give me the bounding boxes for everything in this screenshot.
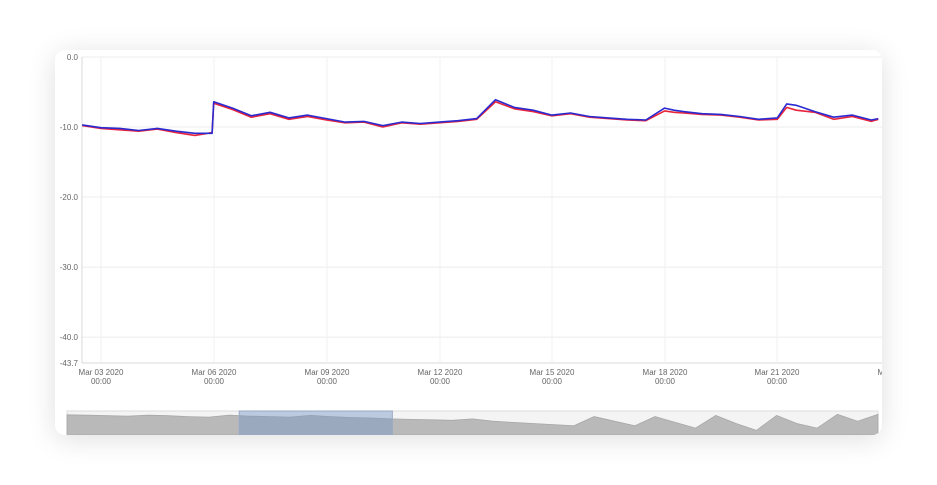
y-axis: 0.0 -10.0 -20.0 -30.0 -40.0 -43.7	[60, 53, 79, 368]
y-tick-label: -10.0	[60, 123, 79, 132]
x-tick-label-date: Mar 12 2020	[418, 368, 463, 377]
x-tick-label-time: 00:00	[767, 377, 788, 386]
x-tick-label-time: 00:00	[317, 377, 338, 386]
x-tick-label-date: Mar 23	[878, 368, 882, 377]
y-tick-label: -30.0	[60, 263, 79, 272]
x-tick-label-date: Mar 03 2020	[79, 368, 124, 377]
y-tick-label: -43.7	[60, 359, 79, 368]
x-tick-label-time: 00:00	[430, 377, 451, 386]
grid	[81, 56, 882, 364]
x-tick-label-time: 00:00	[204, 377, 225, 386]
x-tick-label-time: 00:00	[91, 377, 112, 386]
x-tick-label-date: Mar 09 2020	[305, 368, 350, 377]
navigator-selection[interactable]	[238, 410, 393, 435]
x-tick-label-date: Mar 06 2020	[192, 368, 237, 377]
x-tick-label-time: 00:00	[655, 377, 676, 386]
chart-card: 0.0 -10.0 -20.0 -30.0 -40.0 -43.7 Mar 03 2020…	[55, 50, 882, 435]
x-tick-label-date: Mar 18 2020	[643, 368, 688, 377]
x-tick-label-time: 00:00	[542, 377, 563, 386]
navigator[interactable]	[66, 410, 879, 435]
y-tick-label: -20.0	[60, 193, 79, 202]
navigator-area	[66, 413, 879, 435]
series-line	[82, 98, 879, 135]
x-tick-label-date: Mar 21 2020	[755, 368, 800, 377]
y-tick-label: 0.0	[67, 53, 79, 62]
x-tick-label-date: Mar 15 2020	[530, 368, 575, 377]
y-tick-label: -40.0	[60, 333, 79, 342]
series-lines	[82, 98, 879, 137]
line-chart[interactable]: 0.0 -10.0 -20.0 -30.0 -40.0 -43.7 Mar 03 2020…	[55, 50, 882, 435]
